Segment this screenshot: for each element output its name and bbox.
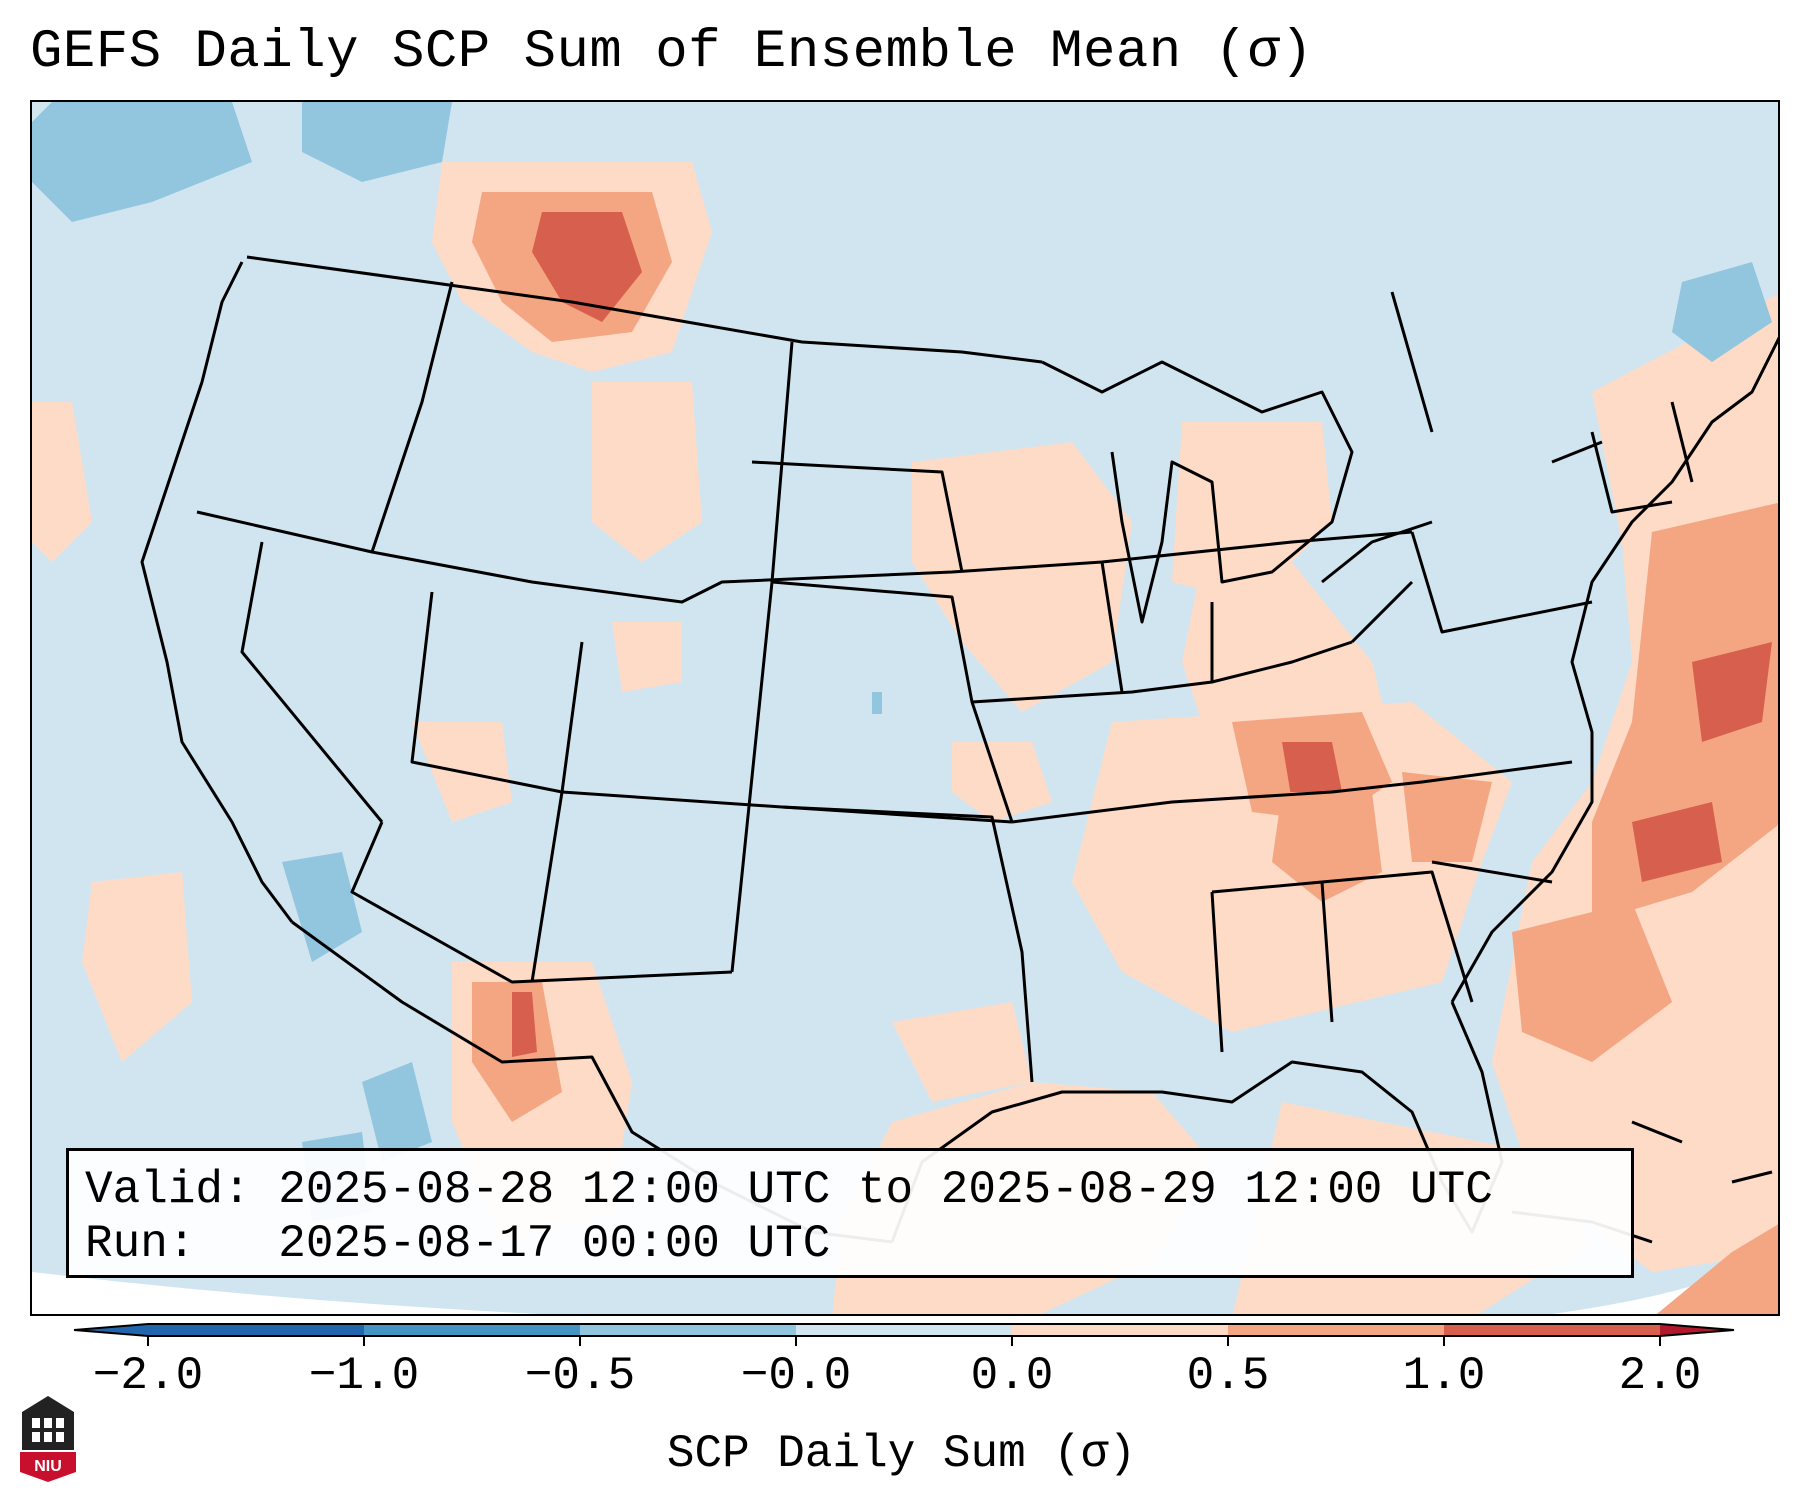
boundaries [140,255,1778,1244]
colorbar-extend-low [74,1324,148,1336]
colorbar-segment [364,1324,580,1336]
map-panel [30,100,1780,1316]
colorbar-segment [1444,1324,1660,1336]
run-time-text: Run: 2025-08-17 00:00 UTC [85,1218,831,1270]
colorbar-segment [1012,1324,1228,1336]
colorbar-tick-label: 0.0 [970,1350,1054,1402]
colorbar-segment [580,1324,796,1336]
colorbar-tick-label: 0.5 [1186,1350,1270,1402]
colorbar-ticks [147,1336,1661,1346]
colorbar-segment [796,1324,1012,1336]
colorbar-segment [1228,1324,1444,1336]
colorbar-tick-label: −0.5 [524,1350,636,1402]
colorbar-tick-label: −0.0 [740,1350,852,1402]
colorbar-title: SCP Daily Sum (σ) [666,1428,1137,1480]
valid-run-info-box: Valid: 2025-08-28 12:00 UTC to 2025-08-2… [66,1148,1634,1278]
colorbar [0,1316,1803,1376]
colorbar-tick-label: −1.0 [308,1350,420,1402]
colorbar-tick-label: −2.0 [92,1350,204,1402]
colorbar-tick-label: 2.0 [1618,1350,1702,1402]
anomaly-fields [32,162,1778,1314]
negative-anomaly-fields [32,102,1772,1222]
colorbar-svg [73,1323,1735,1346]
colorbar-segment [148,1324,364,1336]
map-canvas [32,102,1778,1314]
niu-logo-text: NIU [34,1458,62,1475]
valid-time-text: Valid: 2025-08-28 12:00 UTC to 2025-08-2… [85,1164,1493,1216]
colorbar-extend-high [1660,1324,1734,1336]
map-title: GEFS Daily SCP Sum of Ensemble Mean (σ) [30,22,1314,83]
colorbar-tick-label: 1.0 [1402,1350,1486,1402]
niu-logo-icon: NIU [20,1396,76,1482]
projection-edge [32,1272,539,1314]
